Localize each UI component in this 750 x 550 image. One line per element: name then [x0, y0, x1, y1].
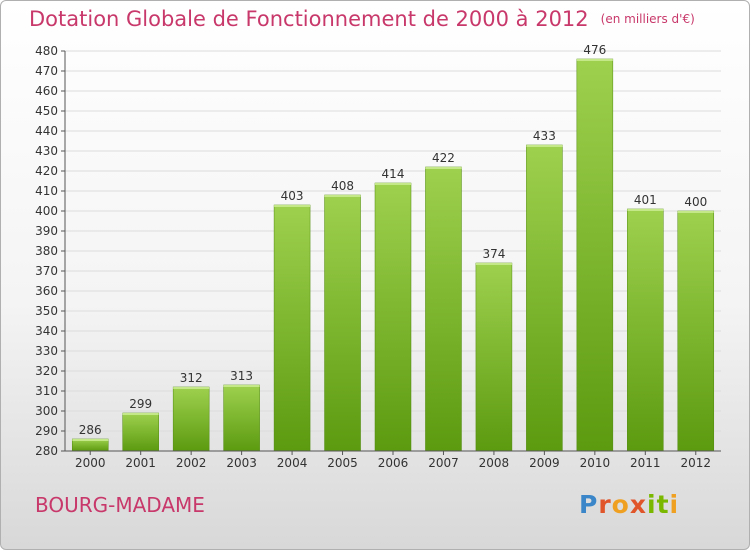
bar	[576, 58, 614, 452]
logo-letter: t	[656, 490, 670, 519]
y-tick-label: 480	[35, 44, 58, 58]
y-tick-label: 410	[35, 184, 58, 198]
x-tick-label: 2012	[680, 456, 711, 470]
bar	[475, 262, 513, 452]
data-label: 374	[482, 247, 505, 261]
bar	[425, 166, 462, 452]
y-tick-label: 340	[35, 324, 58, 338]
bar-highlight	[425, 167, 462, 169]
data-label: 403	[281, 189, 304, 203]
bar-highlight	[677, 211, 714, 213]
data-label: 422	[432, 151, 455, 165]
bar	[122, 412, 159, 452]
axes	[61, 50, 721, 455]
x-tick-label: 2005	[327, 456, 358, 470]
bar-highlight	[122, 413, 159, 415]
data-label: 408	[331, 179, 354, 193]
y-tick-label: 360	[35, 284, 58, 298]
x-tick-label: 2004	[277, 456, 308, 470]
chart-title: Dotation Globale de Fonctionnement de 20…	[29, 7, 695, 31]
x-tick-label: 2003	[226, 456, 257, 470]
logo-letter: r	[598, 490, 612, 519]
bar-highlight	[627, 209, 664, 211]
y-tick-label: 290	[35, 424, 58, 438]
bar	[627, 208, 664, 452]
bar	[324, 194, 361, 452]
y-tick-label: 450	[35, 104, 58, 118]
logo-letter: i	[647, 490, 657, 519]
bar-highlight	[223, 385, 260, 387]
labels: 280 290 300 310 320 330 340 350 360 370 380 390 400 4…	[35, 43, 711, 470]
y-tick-label: 370	[35, 264, 58, 278]
logo-letter: x	[629, 490, 647, 519]
y-tick-label: 390	[35, 224, 58, 238]
bar	[374, 182, 412, 452]
bar	[677, 210, 715, 452]
y-tick-label: 430	[35, 144, 58, 158]
bar	[526, 144, 563, 452]
bar-highlight	[173, 387, 210, 389]
data-label: 286	[79, 423, 102, 437]
logo-letter: o	[611, 490, 630, 519]
x-tick-label: 2000	[75, 456, 106, 470]
logo-letter: i	[669, 490, 680, 519]
y-tick-label: 300	[35, 404, 58, 418]
bar-highlight	[375, 183, 411, 185]
y-tick-label: 380	[35, 244, 58, 258]
y-tick-label: 460	[35, 84, 58, 98]
data-label: 433	[533, 129, 556, 143]
y-tick-label: 320	[35, 364, 58, 378]
data-label: 414	[382, 167, 405, 181]
bar-highlight	[526, 145, 563, 147]
y-tick-label: 330	[35, 344, 58, 358]
y-tick-label: 310	[35, 384, 58, 398]
x-tick-label: 2007	[428, 456, 459, 470]
data-label: 400	[684, 195, 707, 209]
bar	[273, 204, 311, 452]
y-tick-label: 400	[35, 204, 58, 218]
x-tick-label: 2011	[630, 456, 661, 470]
bars	[71, 58, 715, 452]
proxiti-logo: Proxiti	[579, 490, 679, 519]
chart-title-text: Dotation Globale de Fonctionnement de 20…	[29, 7, 589, 31]
y-tick-label: 440	[35, 124, 58, 138]
data-label: 401	[634, 193, 657, 207]
y-tick-label: 350	[35, 304, 58, 318]
bar-highlight	[72, 439, 109, 441]
x-tick-label: 2009	[529, 456, 560, 470]
x-tick-label: 2010	[580, 456, 611, 470]
data-label: 476	[583, 43, 606, 57]
x-tick-label: 2002	[176, 456, 207, 470]
commune-name: BOURG-MADAME	[35, 493, 205, 517]
bar	[223, 384, 260, 452]
bar-highlight	[274, 205, 311, 207]
y-tick-label: 470	[35, 64, 58, 78]
chart-unit: (en milliers d'€)	[600, 12, 695, 26]
data-label: 299	[129, 397, 152, 411]
x-tick-label: 2008	[479, 456, 510, 470]
bar	[172, 386, 210, 452]
y-tick-label: 280	[35, 444, 58, 458]
bar-highlight	[324, 195, 361, 197]
y-tick-label: 420	[35, 164, 58, 178]
data-label: 312	[180, 371, 203, 385]
x-tick-label: 2001	[125, 456, 156, 470]
bar-highlight	[576, 59, 613, 61]
bar-highlight	[475, 263, 512, 265]
x-tick-label: 2006	[378, 456, 409, 470]
data-label: 313	[230, 369, 253, 383]
logo-letter: P	[579, 490, 599, 519]
